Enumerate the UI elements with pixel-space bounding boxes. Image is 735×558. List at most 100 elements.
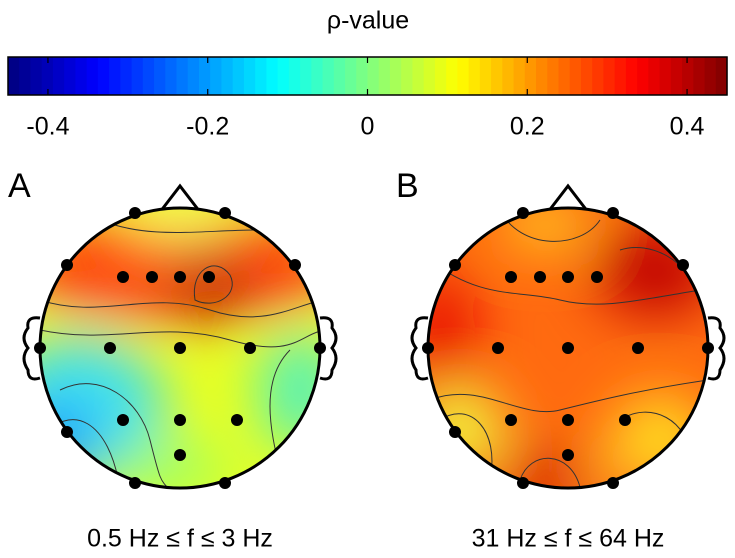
colorbar-swatch bbox=[592, 57, 605, 95]
colorbar-swatch bbox=[536, 57, 548, 95]
ear bbox=[319, 316, 338, 381]
ear bbox=[707, 316, 726, 381]
tick-label: 0 bbox=[361, 113, 375, 141]
colorbar-swatch bbox=[345, 57, 357, 95]
colorbar-swatch bbox=[603, 57, 616, 95]
colorbar-swatch bbox=[322, 57, 335, 95]
electrode bbox=[219, 207, 231, 219]
panel-label: B bbox=[396, 167, 419, 205]
topomap-fill bbox=[428, 208, 708, 488]
colorbar-swatch bbox=[221, 57, 234, 95]
colorbar-swatch bbox=[502, 57, 515, 95]
colorbar-swatch bbox=[378, 57, 391, 95]
tick-label: -0.4 bbox=[26, 113, 69, 141]
electrode bbox=[517, 207, 529, 219]
colorbar-swatch bbox=[648, 57, 661, 95]
electrode bbox=[449, 426, 461, 438]
colorbar-swatch bbox=[715, 57, 728, 95]
colorbar-swatch bbox=[30, 57, 43, 95]
electrode bbox=[289, 259, 301, 271]
colorbar-swatch bbox=[423, 57, 436, 95]
ear bbox=[22, 316, 41, 381]
colorbar-swatch bbox=[86, 57, 99, 95]
colorbar-swatch bbox=[52, 57, 65, 95]
tick-label: 0.4 bbox=[670, 113, 705, 141]
colorbar-swatch bbox=[120, 57, 133, 95]
electrode bbox=[146, 271, 158, 283]
colorbar-swatch bbox=[165, 57, 178, 95]
colorbar-swatch bbox=[704, 57, 717, 95]
colorbar-swatch bbox=[64, 57, 77, 95]
electrode bbox=[104, 342, 116, 354]
tick-label: -0.2 bbox=[186, 113, 229, 141]
electrode bbox=[117, 414, 129, 426]
electrode bbox=[534, 271, 546, 283]
electrode bbox=[607, 207, 619, 219]
electrode bbox=[591, 271, 603, 283]
colorbar-swatch bbox=[670, 57, 683, 95]
colorbar-swatch bbox=[131, 57, 144, 95]
electrodes bbox=[34, 207, 326, 489]
electrode bbox=[492, 342, 504, 354]
panel-caption: 0.5 Hz ≤ f ≤ 3 Hz bbox=[87, 525, 273, 553]
colorbar-swatch bbox=[19, 57, 32, 95]
colorbar-swatch bbox=[491, 57, 503, 95]
colorbar-swatch bbox=[625, 57, 638, 95]
panel-caption: 31 Hz ≤ f ≤ 64 Hz bbox=[472, 525, 665, 553]
tick-label: 0.2 bbox=[510, 113, 545, 141]
electrode bbox=[61, 426, 73, 438]
colorbar-swatch bbox=[75, 57, 88, 95]
electrode bbox=[505, 414, 517, 426]
electrode bbox=[562, 414, 574, 426]
electrode bbox=[449, 259, 461, 271]
colorbar-swatch bbox=[479, 57, 492, 95]
colorbar-swatch bbox=[142, 57, 155, 95]
electrode bbox=[619, 414, 631, 426]
colorbar-swatch bbox=[277, 57, 290, 95]
electrode bbox=[174, 342, 186, 354]
colorbar-swatch bbox=[333, 57, 346, 95]
colorbar-swatch bbox=[288, 57, 301, 95]
topomap-a bbox=[22, 183, 338, 490]
colorbar-swatch bbox=[311, 57, 324, 95]
colorbar-swatch bbox=[255, 57, 267, 95]
colorbar-swatch bbox=[682, 57, 694, 95]
electrode bbox=[314, 342, 326, 354]
electrode bbox=[677, 259, 689, 271]
electrode bbox=[702, 342, 714, 354]
colorbar-swatch bbox=[693, 57, 706, 95]
colorbar-swatch bbox=[356, 57, 369, 95]
electrode bbox=[174, 414, 186, 426]
colorbar-swatch bbox=[580, 57, 593, 95]
colorbar bbox=[8, 57, 728, 95]
colorbar-swatch bbox=[210, 57, 223, 95]
electrode bbox=[562, 342, 574, 354]
panel-label: A bbox=[8, 167, 31, 205]
electrodes bbox=[422, 207, 714, 489]
colorbar-swatch bbox=[614, 57, 627, 95]
colorbar-title: ρ-value bbox=[327, 7, 409, 35]
electrode bbox=[505, 271, 517, 283]
colorbar-swatch bbox=[300, 57, 312, 95]
electrode bbox=[231, 414, 243, 426]
colorbar-swatch bbox=[659, 57, 672, 95]
electrode bbox=[117, 271, 129, 283]
electrode bbox=[632, 342, 644, 354]
colorbar-swatch bbox=[468, 57, 481, 95]
colorbar-swatch bbox=[434, 57, 447, 95]
colorbar-swatch bbox=[446, 57, 458, 95]
topomap-fill bbox=[40, 208, 320, 488]
colorbar-swatch bbox=[109, 57, 121, 95]
nose bbox=[158, 183, 202, 213]
topomap-b bbox=[410, 183, 726, 490]
ear bbox=[410, 316, 429, 381]
colorbar-swatch bbox=[176, 57, 189, 95]
electrode bbox=[517, 477, 529, 489]
colorbar-swatch bbox=[41, 57, 54, 95]
colorbar-swatch bbox=[637, 57, 649, 95]
colorbar-swatch bbox=[198, 57, 211, 95]
colorbar-swatch bbox=[154, 57, 166, 95]
colorbar-swatch bbox=[367, 57, 380, 95]
colorbar-swatch bbox=[401, 57, 414, 95]
electrode bbox=[607, 477, 619, 489]
